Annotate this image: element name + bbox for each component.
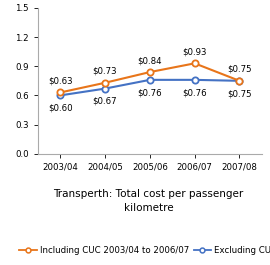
Text: Transperth: Total cost per passenger
kilometre: Transperth: Total cost per passenger kil… [53,189,244,213]
Text: $0.60: $0.60 [48,104,73,113]
Text: $0.75: $0.75 [227,65,252,74]
Text: $0.84: $0.84 [137,56,162,65]
Legend: Including CUC 2003/04 to 2006/07, Excluding CUC: Including CUC 2003/04 to 2006/07, Exclud… [16,242,270,258]
Text: $0.73: $0.73 [93,67,117,76]
Text: $0.93: $0.93 [183,47,207,56]
Text: $0.67: $0.67 [93,97,117,106]
Text: $0.75: $0.75 [227,89,252,98]
Text: $0.76: $0.76 [182,88,207,97]
Text: $0.76: $0.76 [137,88,162,97]
Text: $0.63: $0.63 [48,77,73,86]
